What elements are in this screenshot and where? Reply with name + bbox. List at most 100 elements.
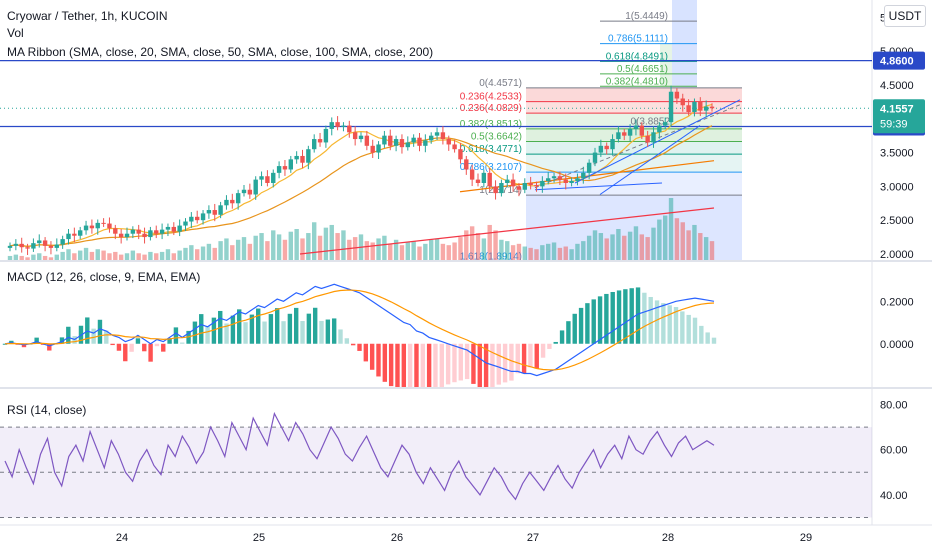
candle-body bbox=[657, 125, 662, 133]
volume-bar bbox=[370, 242, 375, 260]
candle-body bbox=[469, 169, 475, 180]
time-tick-label: 26 bbox=[391, 532, 403, 544]
candle-body bbox=[417, 137, 422, 146]
volume-bar bbox=[610, 234, 615, 260]
volume-bar bbox=[288, 231, 293, 260]
volume-bar bbox=[569, 249, 574, 260]
macd-pane bbox=[2, 283, 717, 387]
volume-bar bbox=[42, 255, 48, 260]
candle-body bbox=[95, 222, 100, 229]
macd-histogram-bar bbox=[192, 321, 198, 344]
macd-histogram-bar bbox=[135, 338, 141, 344]
macd-histogram-bar bbox=[319, 320, 324, 344]
volume-bar bbox=[399, 245, 405, 260]
volume-bar bbox=[83, 247, 89, 260]
volume-bar bbox=[481, 238, 487, 260]
candle-body bbox=[118, 233, 124, 238]
macd-histogram-bar bbox=[604, 293, 609, 344]
volume-bar bbox=[347, 239, 352, 260]
candle-body bbox=[19, 243, 24, 248]
candle-body bbox=[323, 128, 329, 143]
macd-histogram-bar bbox=[496, 343, 501, 385]
countdown-label: 59:39 bbox=[880, 118, 908, 130]
currency-selector[interactable]: USDT bbox=[884, 5, 926, 27]
volume-bar bbox=[709, 241, 715, 260]
candle-body bbox=[165, 226, 171, 230]
candle-body bbox=[352, 132, 358, 140]
fib-level-label: 0.236(4.0829) bbox=[460, 103, 522, 114]
macd-histogram-bar bbox=[262, 321, 267, 344]
volume-bar bbox=[341, 230, 346, 260]
candle-body bbox=[312, 139, 317, 150]
volume-bar bbox=[663, 215, 668, 260]
volume-bar bbox=[118, 254, 124, 260]
rsi-pane bbox=[0, 411, 872, 518]
volume-bar bbox=[434, 238, 440, 260]
macd-histogram-bar bbox=[648, 296, 653, 344]
macd-histogram-bar bbox=[711, 337, 717, 344]
macd-histogram-bar bbox=[338, 329, 343, 344]
macd-histogram-bar bbox=[629, 288, 634, 344]
macd-histogram-bar bbox=[331, 318, 337, 344]
macd-histogram-bar bbox=[591, 299, 596, 344]
macd-histogram-bar bbox=[661, 303, 666, 344]
macd-histogram-bar bbox=[407, 343, 413, 387]
candle-body bbox=[142, 233, 147, 238]
candle-body bbox=[83, 225, 89, 231]
candle-body bbox=[534, 185, 539, 187]
volume-bar bbox=[148, 251, 153, 260]
price-pane: 1(5.4449) 0.786(5.1111) 0.618(4.8491) 0.5(4… bbox=[0, 0, 872, 260]
candle-body bbox=[510, 179, 516, 187]
candle-body bbox=[452, 144, 457, 150]
macd-histogram-bar bbox=[268, 314, 274, 344]
candle-body bbox=[72, 233, 77, 236]
macd-histogram-bar bbox=[59, 337, 65, 344]
volume-bar bbox=[265, 241, 270, 260]
macd-histogram-bar bbox=[148, 343, 153, 362]
candle-body bbox=[446, 139, 451, 145]
volume-bar bbox=[189, 245, 194, 260]
time-tick-label: 29 bbox=[800, 532, 812, 544]
last-price-tag bbox=[873, 99, 925, 134]
ma-ribbon-legend: MA Ribbon (SMA, close, 20, SMA, close, 5… bbox=[7, 45, 434, 59]
volume-bar bbox=[586, 235, 592, 260]
time-tick-label: 28 bbox=[662, 532, 674, 544]
candle-body bbox=[364, 135, 370, 146]
macd-histogram-bar bbox=[445, 343, 451, 385]
macd-histogram-bar bbox=[654, 300, 660, 344]
candle-body bbox=[440, 132, 446, 140]
candle-body bbox=[282, 166, 288, 170]
fib-level-label: 0(3.8852 bbox=[631, 117, 671, 128]
volume-bar bbox=[417, 246, 422, 260]
volume-bar bbox=[639, 234, 644, 260]
candle-body bbox=[247, 189, 253, 195]
candle-body bbox=[546, 178, 551, 181]
macd-histogram-bar bbox=[256, 308, 261, 344]
macd-histogram-bar bbox=[180, 342, 185, 344]
candle-body bbox=[130, 229, 136, 234]
volume-bar bbox=[382, 235, 387, 260]
macd-histogram-bar bbox=[642, 292, 647, 344]
candle-body bbox=[663, 122, 668, 126]
macd-histogram-bar bbox=[699, 325, 704, 344]
candle-body bbox=[516, 186, 522, 190]
volume-bar bbox=[154, 253, 159, 260]
candle-body bbox=[48, 245, 54, 248]
macd-histogram-bar bbox=[509, 343, 514, 381]
macd-histogram-bar bbox=[534, 343, 539, 369]
volume-bar bbox=[177, 250, 182, 260]
candle-body bbox=[107, 223, 112, 229]
candle-body bbox=[505, 179, 510, 183]
macd-histogram-bar bbox=[553, 341, 558, 344]
fib-extension-zone bbox=[660, 43, 672, 87]
volume-bar bbox=[136, 253, 141, 260]
volume-bar bbox=[224, 238, 229, 260]
candle-body bbox=[341, 125, 346, 127]
volume-bar bbox=[411, 241, 416, 260]
volume-bar bbox=[294, 229, 299, 260]
fib-level-label: 0.786(3.2107) bbox=[460, 162, 522, 173]
volume-bar bbox=[107, 253, 112, 260]
fib-zone bbox=[526, 172, 742, 196]
macd-histogram-bar bbox=[142, 343, 147, 352]
